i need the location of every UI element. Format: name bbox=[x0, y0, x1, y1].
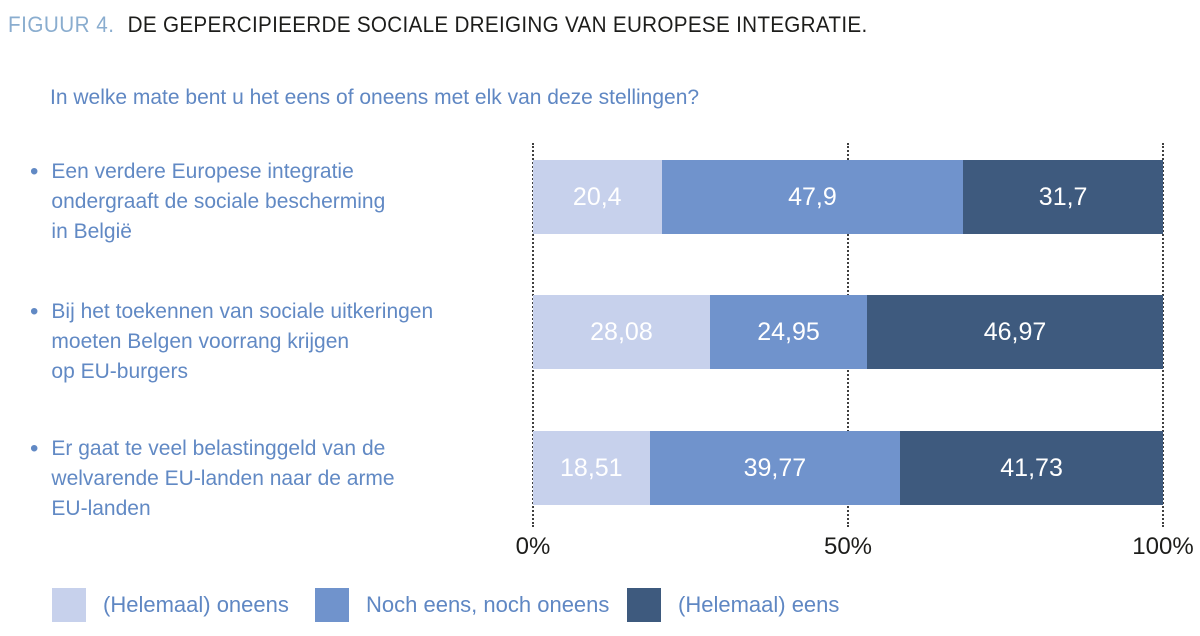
legend-swatch-light-icon bbox=[52, 588, 86, 622]
legend-label: (Helemaal) oneens bbox=[103, 592, 289, 617]
stacked-bar-2: 28,08 24,95 46,97 bbox=[533, 295, 1163, 369]
category-text: Een verdere Europese integratie ondergra… bbox=[51, 160, 386, 243]
stacked-bar-1: 20,4 47,9 31,7 bbox=[533, 160, 1163, 234]
legend-label: (Helemaal) eens bbox=[678, 592, 840, 617]
legend-label: Noch eens, noch oneens bbox=[366, 592, 610, 617]
gridline-100pct bbox=[1162, 143, 1164, 527]
value-label: 41,73 bbox=[1000, 453, 1063, 482]
category-label-2: • Bij het toekennen van sociale uitkerin… bbox=[30, 297, 510, 387]
segment-noch-eens: 24,95 bbox=[709, 295, 868, 369]
category-text: Bij het toekennen van sociale uitkeringe… bbox=[51, 300, 434, 383]
value-label: 28,08 bbox=[590, 317, 653, 346]
category-label-1: • Een verdere Europese integratie onderg… bbox=[30, 157, 510, 247]
segment-noch-eens: 39,77 bbox=[649, 431, 901, 505]
value-label: 46,97 bbox=[983, 317, 1047, 346]
legend: (Helemaal) oneens Noch eens, noch oneens… bbox=[0, 588, 1200, 628]
figure-title: DE GEPERCIPIEERDE SOCIALE DREIGING VAN E… bbox=[127, 12, 868, 37]
value-label: 24,95 bbox=[757, 317, 820, 346]
segment-eens: 31,7 bbox=[963, 160, 1163, 234]
legend-item-eens: (Helemaal) eens bbox=[627, 588, 839, 622]
legend-swatch-dark-icon bbox=[627, 588, 661, 622]
plot-area: 20,4 47,9 31,7 28,08 24,95 46,97 18,51 3… bbox=[516, 143, 1194, 560]
category-text: Er gaat te veel belastinggeld van de wel… bbox=[51, 437, 395, 520]
value-label: 18,51 bbox=[560, 453, 623, 482]
segment-oneens: 20,4 bbox=[533, 160, 662, 234]
survey-question: In welke mate bent u het eens of oneens … bbox=[50, 86, 700, 109]
segment-noch-eens: 47,9 bbox=[661, 160, 964, 234]
value-label: 47,9 bbox=[788, 182, 837, 211]
figure-number: FIGUUR 4. bbox=[8, 12, 115, 37]
bullet-icon: • bbox=[30, 158, 39, 185]
segment-oneens: 28,08 bbox=[533, 295, 710, 369]
value-label: 39,77 bbox=[743, 453, 807, 482]
axis-tick-100: 100% bbox=[1132, 533, 1194, 560]
category-label-3: • Er gaat te veel belastinggeld van de w… bbox=[30, 434, 510, 524]
legend-item-oneens: (Helemaal) oneens bbox=[52, 588, 289, 622]
bullet-icon: • bbox=[30, 435, 39, 462]
bullet-icon: • bbox=[30, 298, 39, 325]
legend-item-noch-eens: Noch eens, noch oneens bbox=[315, 588, 609, 622]
axis-tick-0: 0% bbox=[515, 533, 551, 560]
value-label: 20,4 bbox=[572, 182, 622, 211]
segment-eens: 41,73 bbox=[900, 431, 1163, 505]
figure-header: FIGUUR 4. DE GEPERCIPIEERDE SOCIALE DREIG… bbox=[8, 12, 867, 38]
axis-tick-50: 50% bbox=[823, 533, 873, 560]
value-label: 31,7 bbox=[1038, 182, 1088, 211]
legend-swatch-medium-icon bbox=[315, 588, 349, 622]
segment-oneens: 18,51 bbox=[533, 431, 650, 505]
stacked-bar-3: 18,51 39,77 41,73 bbox=[533, 431, 1163, 505]
segment-eens: 46,97 bbox=[867, 295, 1163, 369]
